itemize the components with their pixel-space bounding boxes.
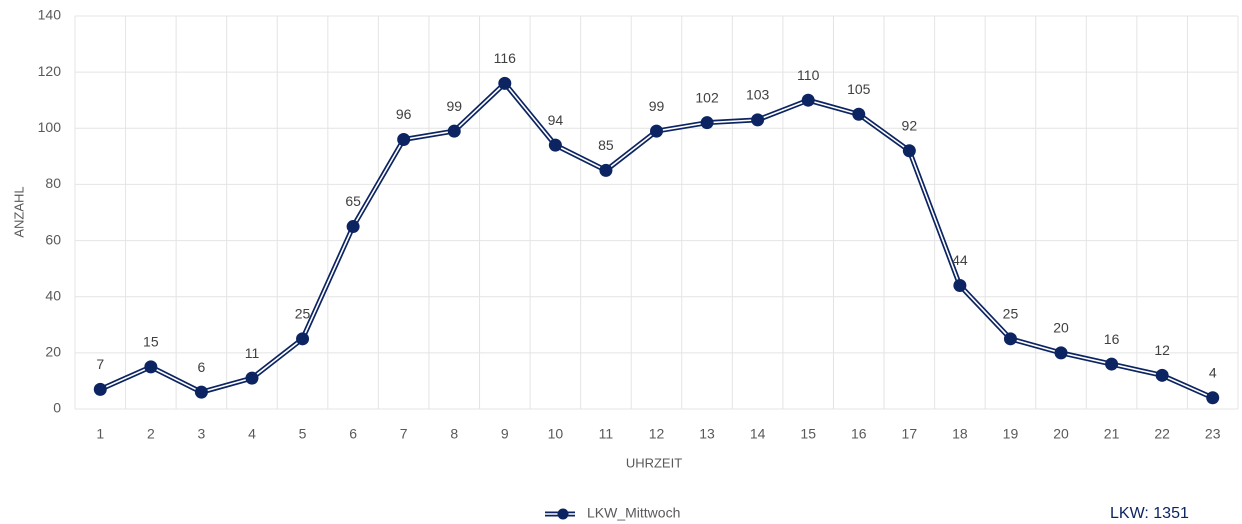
x-tick-label: 5 bbox=[299, 426, 307, 442]
data-label: 7 bbox=[96, 356, 104, 372]
y-tick-label: 0 bbox=[53, 400, 61, 416]
x-tick-label: 8 bbox=[450, 426, 458, 442]
y-tick-label: 40 bbox=[45, 287, 61, 303]
point bbox=[599, 163, 613, 177]
point bbox=[902, 144, 916, 158]
x-tick-label: 9 bbox=[501, 426, 509, 442]
data-label: 85 bbox=[598, 137, 614, 153]
y-tick-label: 20 bbox=[45, 344, 61, 360]
x-tick-label: 15 bbox=[800, 426, 816, 442]
legend-marker bbox=[557, 508, 569, 520]
y-tick-label: 60 bbox=[45, 231, 61, 247]
y-tick-label: 120 bbox=[38, 63, 62, 79]
point bbox=[144, 360, 158, 374]
data-label: 110 bbox=[797, 67, 820, 83]
point bbox=[1206, 391, 1220, 405]
point bbox=[1105, 357, 1119, 371]
data-label: 6 bbox=[198, 359, 206, 375]
data-label: 105 bbox=[847, 81, 871, 97]
data-label: 94 bbox=[548, 112, 564, 128]
y-tick-label: 140 bbox=[38, 7, 62, 23]
y-axis-label: ANZAHL bbox=[11, 186, 26, 237]
x-tick-label: 6 bbox=[349, 426, 357, 442]
x-tick-label: 3 bbox=[198, 426, 206, 442]
point bbox=[245, 371, 259, 385]
point bbox=[1054, 346, 1068, 360]
data-label: 96 bbox=[396, 106, 412, 122]
data-label: 99 bbox=[446, 98, 462, 114]
point bbox=[852, 107, 866, 121]
legend-label: LKW_Mittwoch bbox=[587, 505, 680, 521]
point bbox=[93, 382, 107, 396]
data-label: 25 bbox=[1003, 306, 1019, 322]
data-label: 99 bbox=[649, 98, 665, 114]
x-tick-label: 10 bbox=[548, 426, 564, 442]
x-tick-label: 22 bbox=[1154, 426, 1170, 442]
data-label: 4 bbox=[1209, 364, 1217, 380]
point bbox=[447, 124, 461, 138]
point bbox=[498, 76, 512, 90]
x-tick-label: 2 bbox=[147, 426, 155, 442]
point bbox=[801, 93, 815, 107]
point bbox=[751, 113, 765, 127]
data-label: 16 bbox=[1104, 331, 1120, 347]
x-tick-label: 17 bbox=[902, 426, 918, 442]
x-tick-label: 13 bbox=[699, 426, 715, 442]
x-tick-label: 18 bbox=[952, 426, 968, 442]
point bbox=[953, 278, 967, 292]
x-tick-label: 4 bbox=[248, 426, 256, 442]
total-annotation: LKW: 1351 bbox=[1110, 505, 1189, 522]
x-tick-label: 16 bbox=[851, 426, 867, 442]
y-tick-label: 100 bbox=[38, 119, 62, 135]
x-axis-label: UHRZEIT bbox=[626, 455, 682, 470]
point bbox=[397, 133, 411, 147]
x-tick-label: 1 bbox=[96, 426, 104, 442]
x-tick-label: 21 bbox=[1104, 426, 1120, 442]
point bbox=[548, 138, 562, 152]
x-tick-label: 19 bbox=[1003, 426, 1019, 442]
data-label: 20 bbox=[1053, 320, 1069, 336]
point bbox=[194, 385, 208, 399]
point bbox=[700, 116, 714, 130]
data-label: 92 bbox=[902, 117, 918, 133]
data-label: 15 bbox=[143, 334, 159, 350]
data-label: 102 bbox=[695, 89, 719, 105]
data-label: 65 bbox=[345, 193, 361, 209]
data-label: 11 bbox=[245, 345, 260, 361]
x-tick-label: 23 bbox=[1205, 426, 1221, 442]
point bbox=[296, 332, 310, 346]
y-tick-label: 80 bbox=[45, 175, 61, 191]
data-label: 103 bbox=[746, 87, 770, 103]
x-tick-label: 7 bbox=[400, 426, 408, 442]
data-label: 116 bbox=[494, 50, 517, 66]
point bbox=[1155, 368, 1169, 382]
x-tick-label: 20 bbox=[1053, 426, 1069, 442]
x-tick-label: 14 bbox=[750, 426, 766, 442]
point bbox=[650, 124, 663, 138]
data-label: 12 bbox=[1154, 342, 1170, 358]
point bbox=[1003, 332, 1017, 346]
data-label: 44 bbox=[952, 252, 968, 268]
data-label: 25 bbox=[295, 306, 311, 322]
x-tick-label: 11 bbox=[599, 426, 614, 442]
point bbox=[346, 220, 360, 234]
x-tick-label: 12 bbox=[649, 426, 665, 442]
